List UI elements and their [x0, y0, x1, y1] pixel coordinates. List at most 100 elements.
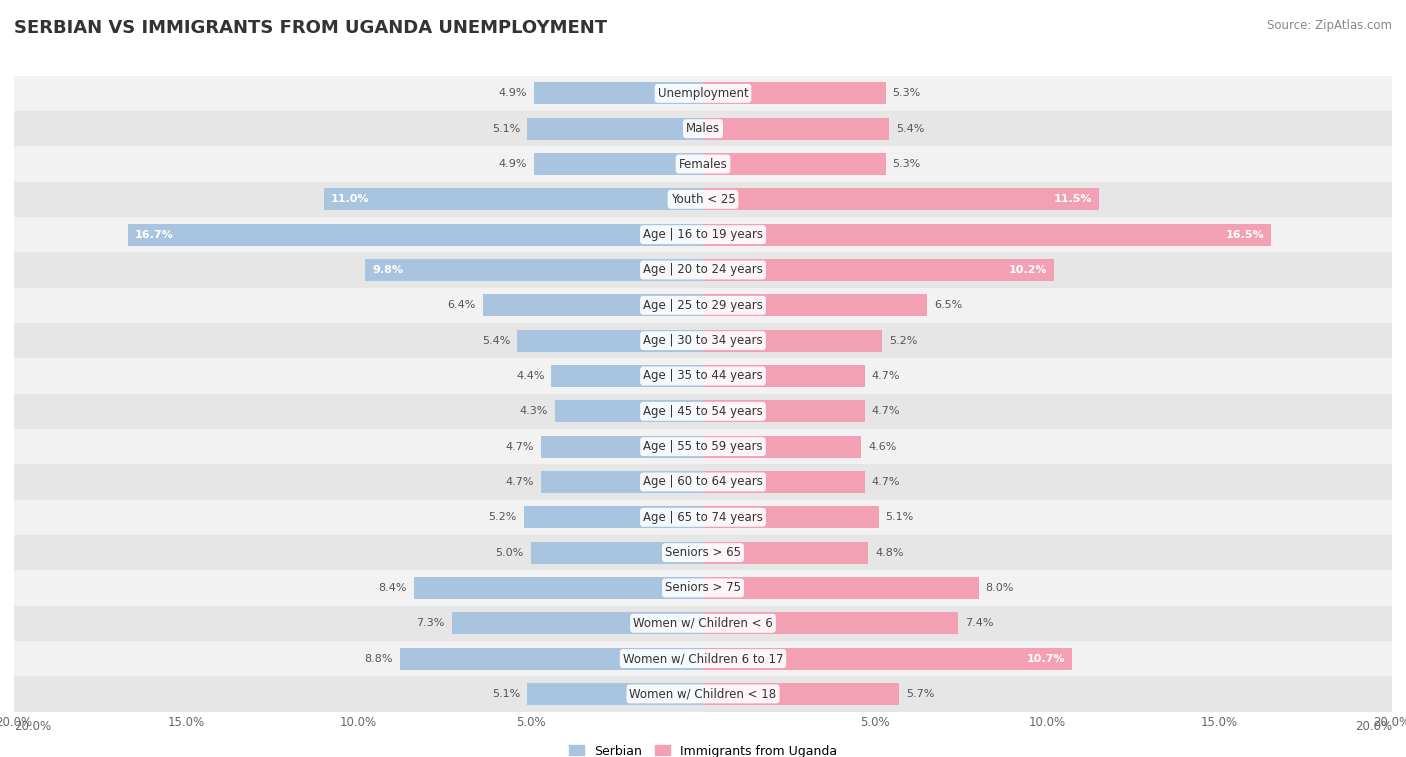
Text: 20.0%: 20.0% [1355, 720, 1392, 734]
Text: 4.7%: 4.7% [872, 407, 900, 416]
Text: 4.9%: 4.9% [499, 89, 527, 98]
Bar [366, 259, 703, 281]
Bar [534, 153, 703, 175]
Bar [451, 612, 703, 634]
Text: 5.0%: 5.0% [496, 547, 524, 558]
Text: 5.1%: 5.1% [886, 512, 914, 522]
Text: Youth < 25: Youth < 25 [671, 193, 735, 206]
Text: Age | 20 to 24 years: Age | 20 to 24 years [643, 263, 763, 276]
Text: 5.7%: 5.7% [907, 689, 935, 699]
Bar [555, 400, 703, 422]
Bar [482, 294, 703, 316]
Text: 9.8%: 9.8% [373, 265, 404, 275]
Text: 16.7%: 16.7% [135, 229, 173, 240]
Bar [703, 330, 882, 351]
Bar [703, 612, 957, 634]
Bar [517, 330, 703, 351]
Bar [703, 577, 979, 599]
Bar [541, 471, 703, 493]
Text: Unemployment: Unemployment [658, 87, 748, 100]
Bar [14, 641, 1392, 676]
Text: 16.5%: 16.5% [1226, 229, 1264, 240]
Text: 11.0%: 11.0% [330, 195, 370, 204]
Bar [551, 365, 703, 387]
Text: 5.1%: 5.1% [492, 123, 520, 134]
Text: 7.4%: 7.4% [965, 618, 993, 628]
Bar [703, 188, 1099, 210]
Text: 4.6%: 4.6% [869, 441, 897, 452]
Bar [14, 217, 1392, 252]
Text: Age | 25 to 29 years: Age | 25 to 29 years [643, 299, 763, 312]
Text: Age | 65 to 74 years: Age | 65 to 74 years [643, 511, 763, 524]
Text: 8.0%: 8.0% [986, 583, 1014, 593]
Text: 5.2%: 5.2% [889, 335, 917, 346]
Bar [703, 224, 1271, 245]
Bar [703, 83, 886, 104]
Text: 6.5%: 6.5% [934, 301, 962, 310]
Bar [14, 429, 1392, 464]
Text: 7.3%: 7.3% [416, 618, 444, 628]
Text: 4.7%: 4.7% [872, 371, 900, 381]
Bar [534, 83, 703, 104]
Bar [703, 542, 869, 563]
Bar [703, 294, 927, 316]
Text: SERBIAN VS IMMIGRANTS FROM UGANDA UNEMPLOYMENT: SERBIAN VS IMMIGRANTS FROM UGANDA UNEMPL… [14, 19, 607, 37]
Text: 10.2%: 10.2% [1010, 265, 1047, 275]
Text: 11.5%: 11.5% [1053, 195, 1092, 204]
Bar [14, 394, 1392, 429]
Text: Males: Males [686, 122, 720, 136]
Text: 5.3%: 5.3% [893, 89, 921, 98]
Bar [541, 436, 703, 457]
Text: 5.3%: 5.3% [893, 159, 921, 169]
Bar [14, 76, 1392, 111]
Text: 20.0%: 20.0% [14, 720, 51, 734]
Text: 10.7%: 10.7% [1026, 653, 1064, 664]
Text: Age | 35 to 44 years: Age | 35 to 44 years [643, 369, 763, 382]
Text: 5.2%: 5.2% [489, 512, 517, 522]
Bar [14, 288, 1392, 323]
Bar [703, 365, 865, 387]
Text: 4.3%: 4.3% [520, 407, 548, 416]
Text: 5.4%: 5.4% [482, 335, 510, 346]
Bar [703, 471, 865, 493]
Text: 4.9%: 4.9% [499, 159, 527, 169]
Bar [14, 500, 1392, 535]
Bar [531, 542, 703, 563]
Bar [399, 648, 703, 669]
Text: Seniors > 75: Seniors > 75 [665, 581, 741, 594]
Text: 5.1%: 5.1% [492, 689, 520, 699]
Bar [703, 506, 879, 528]
Text: Age | 55 to 59 years: Age | 55 to 59 years [643, 440, 763, 453]
Bar [128, 224, 703, 245]
Text: 8.4%: 8.4% [378, 583, 406, 593]
Text: 8.8%: 8.8% [364, 653, 392, 664]
Bar [703, 648, 1071, 669]
Text: 4.7%: 4.7% [506, 441, 534, 452]
Bar [14, 111, 1392, 146]
Bar [703, 436, 862, 457]
Bar [14, 358, 1392, 394]
Text: 4.7%: 4.7% [506, 477, 534, 487]
Bar [14, 570, 1392, 606]
Legend: Serbian, Immigrants from Uganda: Serbian, Immigrants from Uganda [564, 740, 842, 757]
Bar [14, 676, 1392, 712]
Bar [524, 506, 703, 528]
Bar [14, 464, 1392, 500]
Bar [703, 118, 889, 139]
Bar [413, 577, 703, 599]
Bar [527, 683, 703, 705]
Bar [527, 118, 703, 139]
Bar [703, 153, 886, 175]
Text: Seniors > 65: Seniors > 65 [665, 546, 741, 559]
Bar [703, 683, 900, 705]
Text: 4.8%: 4.8% [875, 547, 904, 558]
Bar [14, 252, 1392, 288]
Bar [323, 188, 703, 210]
Bar [14, 182, 1392, 217]
Text: 4.7%: 4.7% [872, 477, 900, 487]
Bar [14, 535, 1392, 570]
Text: Women w/ Children 6 to 17: Women w/ Children 6 to 17 [623, 652, 783, 665]
Bar [14, 323, 1392, 358]
Text: 5.4%: 5.4% [896, 123, 924, 134]
Text: Age | 30 to 34 years: Age | 30 to 34 years [643, 334, 763, 347]
